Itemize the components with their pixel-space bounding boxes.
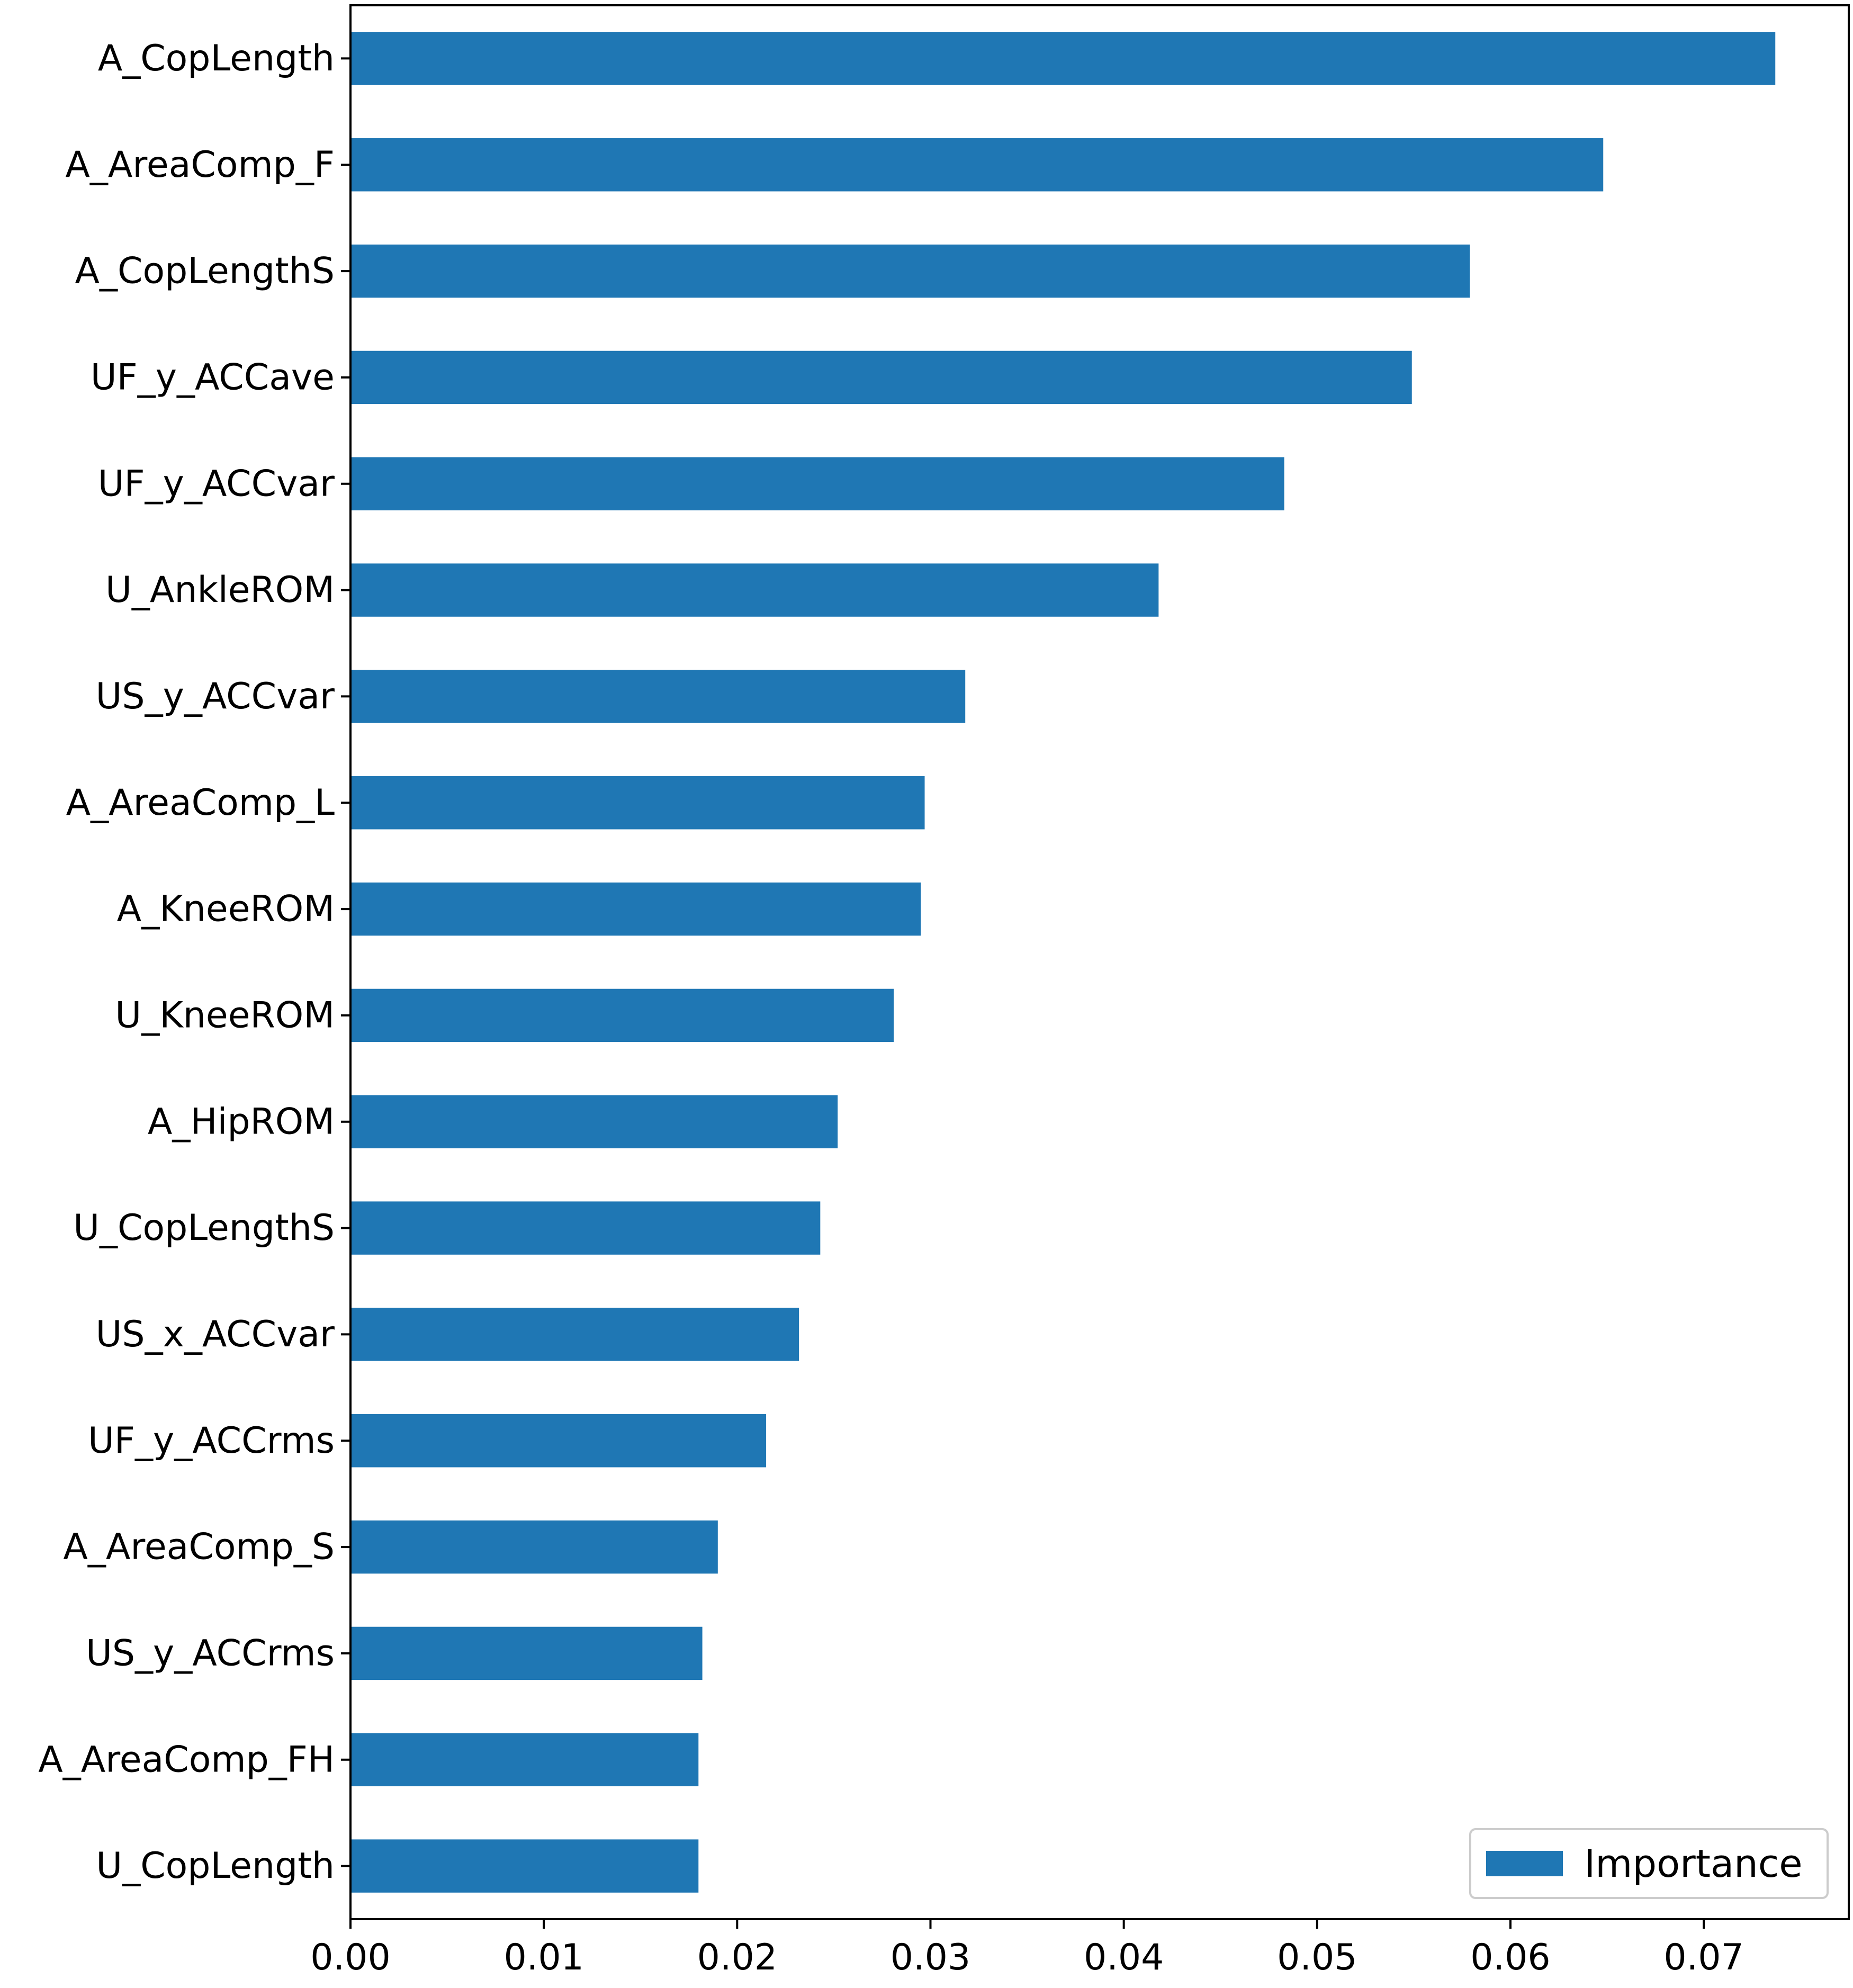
category-label: US_y_ACCvar — [96, 676, 335, 717]
bar-A_KneeROM — [350, 882, 921, 936]
category-label: UF_y_ACCrms — [88, 1420, 335, 1462]
category-label: US_y_ACCrms — [86, 1632, 335, 1674]
x-tick-label: 0.01 — [503, 1937, 583, 1978]
bar-A_AreaComp_FH — [350, 1733, 699, 1786]
category-label: UF_y_ACCvar — [98, 463, 335, 505]
category-label: U_AnkleROM — [105, 569, 335, 611]
bar-UF_y_ACCave — [350, 350, 1412, 404]
bar-A_CopLengthS — [350, 244, 1470, 298]
bar-US_y_ACCrms — [350, 1626, 703, 1680]
x-tick-label: 0.03 — [890, 1937, 970, 1978]
category-label: A_KneeROM — [117, 888, 335, 930]
category-label: UF_y_ACCave — [91, 356, 335, 398]
x-tick-label: 0.04 — [1084, 1937, 1164, 1978]
legend-swatch — [1486, 1851, 1563, 1876]
x-tick-label: 0.00 — [310, 1937, 390, 1978]
bar-UF_y_ACCrms — [350, 1414, 767, 1468]
bar-A_AreaComp_F — [350, 138, 1604, 192]
bar-U_CopLength — [350, 1839, 699, 1893]
legend-label: Importance — [1584, 1841, 1803, 1886]
category-label: U_CopLength — [96, 1845, 335, 1887]
bar-A_HipROM — [350, 1095, 838, 1148]
x-tick-label: 0.07 — [1663, 1937, 1743, 1978]
bars-layer — [350, 32, 1776, 1893]
bar-A_AreaComp_L — [350, 776, 925, 830]
category-label: A_CopLengthS — [75, 250, 335, 292]
category-label: U_CopLengthS — [73, 1207, 335, 1249]
bar-UF_y_ACCvar — [350, 457, 1284, 510]
category-label: A_AreaComp_FH — [38, 1739, 335, 1780]
legend-box — [1469, 1828, 1829, 1899]
category-label: A_HipROM — [148, 1101, 335, 1143]
x-tick-label: 0.05 — [1277, 1937, 1357, 1978]
plot-frame — [349, 4, 1850, 1920]
legend: Importance — [1469, 1828, 1829, 1899]
category-label: A_AreaComp_F — [65, 144, 335, 186]
bar-A_CopLength — [350, 32, 1776, 85]
bar-U_AnkleROM — [350, 563, 1159, 617]
category-label: A_AreaComp_S — [63, 1526, 335, 1568]
category-label: A_CopLength — [98, 38, 335, 79]
bar-US_x_ACCvar — [350, 1308, 799, 1361]
x-axis-ticks: 0.00 0.01 0.02 0.03 0.04 0.05 0.06 0.07 — [310, 1919, 1744, 1978]
bar-US_y_ACCvar — [350, 670, 966, 723]
bar-U_CopLengthS — [350, 1201, 821, 1255]
bar-A_AreaComp_S — [350, 1520, 718, 1574]
x-tick-label: 0.02 — [697, 1937, 777, 1978]
category-labels: A_CopLength A_AreaComp_F A_CopLengthS UF_y_… — [38, 38, 350, 1887]
category-label: U_KneeROM — [115, 994, 335, 1036]
category-label: A_AreaComp_L — [66, 782, 335, 824]
x-tick-label: 0.06 — [1470, 1937, 1550, 1978]
bar-U_KneeROM — [350, 988, 894, 1042]
category-label: US_x_ACCvar — [96, 1314, 335, 1355]
